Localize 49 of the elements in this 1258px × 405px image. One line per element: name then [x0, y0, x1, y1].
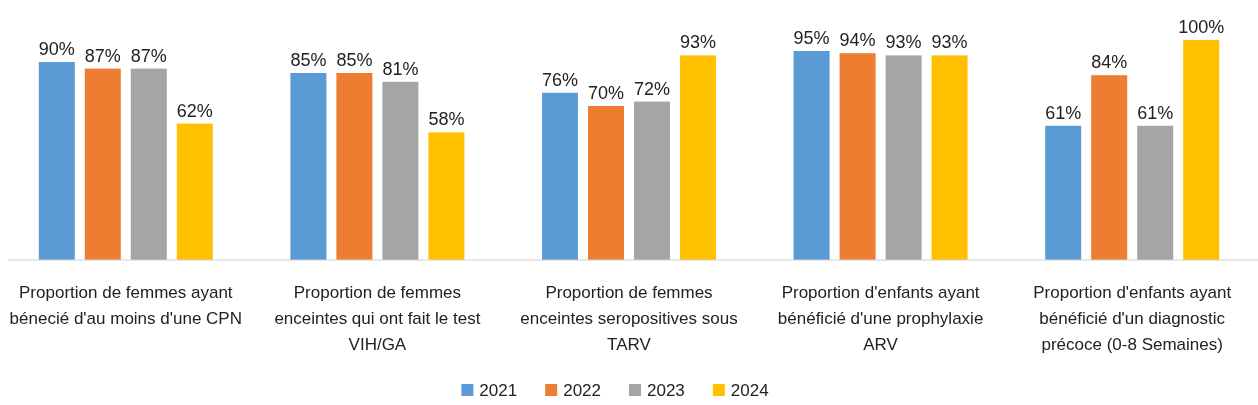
legend-label: 2021 [479, 381, 518, 400]
data-label: 100% [1178, 17, 1225, 37]
x-tick-label: Proportion d'enfants ayant bénéficié d'une prophylaxie ARV [777, 283, 984, 354]
data-label: 85% [336, 50, 373, 70]
data-label: 70% [587, 83, 625, 103]
data-label: 72% [633, 78, 671, 99]
data-label: 81% [382, 58, 419, 79]
bar [428, 132, 465, 260]
data-label: 90% [38, 39, 75, 59]
bar [382, 81, 419, 260]
bar [542, 92, 578, 260]
data-label: 58% [428, 109, 465, 130]
legend-label: 2023 [647, 381, 685, 400]
data-label: 87% [84, 45, 121, 66]
data-label: 93% [931, 32, 968, 53]
bar [634, 101, 670, 260]
data-label: 61% [1045, 102, 1082, 123]
x-tick-label: Proportion de femmes ayant bénecié d'au moins d'une CPN [9, 283, 242, 328]
x-tick-label: Proportion d'enfants ayant bénéficié d'un diagnostic précoce (0-8 Semaines) [1033, 283, 1232, 354]
bar [290, 73, 327, 260]
bar [38, 62, 75, 260]
bar [84, 68, 121, 260]
bar [1045, 125, 1082, 260]
bar [680, 55, 716, 260]
legend-label: 2024 [730, 381, 769, 400]
bar [1183, 40, 1220, 260]
bar [793, 51, 830, 260]
data-label: 84% [1091, 52, 1128, 73]
bar [885, 55, 922, 260]
data-label: 95% [793, 28, 830, 48]
x-tick-label: Proportion de femmes enceintes seropositives sous TARV [520, 283, 738, 354]
data-label: 62% [176, 100, 213, 121]
data-label: 61% [1137, 102, 1174, 123]
bar [839, 53, 876, 260]
legend-label: 2022 [563, 381, 602, 400]
bar [1091, 75, 1128, 260]
data-label: 94% [839, 30, 876, 51]
data-label: 85% [290, 50, 327, 70]
data-label: 93% [679, 32, 717, 53]
data-label: 76% [541, 69, 579, 90]
bar [336, 73, 373, 260]
x-tick-label: Proportion de femmes enceintes qui ont fait le test VIH/GA [274, 283, 481, 354]
data-label: 93% [885, 32, 922, 53]
bar [130, 68, 167, 260]
data-label: 87% [130, 45, 167, 66]
bar [588, 106, 624, 260]
bar [931, 55, 968, 260]
bar [176, 123, 213, 260]
bar [1137, 125, 1174, 260]
